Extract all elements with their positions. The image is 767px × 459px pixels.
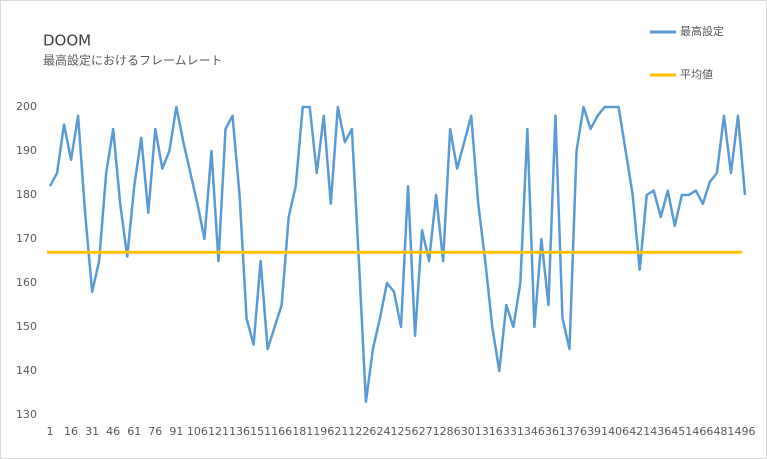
- y-tick-label: 180: [16, 188, 37, 201]
- x-tick-label: 61: [127, 425, 141, 438]
- x-tick-label: 466: [692, 425, 713, 438]
- y-tick-label: 190: [16, 144, 37, 157]
- legend-label: 平均値: [680, 68, 713, 81]
- x-tick-label: 421: [629, 425, 650, 438]
- x-tick-label: 481: [713, 425, 734, 438]
- x-tick-label: 451: [671, 425, 692, 438]
- x-tick-label: 286: [440, 425, 461, 438]
- x-tick-label: 181: [292, 425, 313, 438]
- x-tick-label: 91: [169, 425, 183, 438]
- x-tick-label: 166: [271, 425, 292, 438]
- y-tick-label: 200: [16, 100, 37, 113]
- x-tick-label: 406: [608, 425, 629, 438]
- chart-title: DOOM: [43, 32, 91, 50]
- y-tick-label: 160: [16, 276, 37, 289]
- x-tick-label: 496: [735, 425, 756, 438]
- chart-subtitle: 最高設定におけるフレームレート: [43, 53, 223, 68]
- legend-label: 最高設定: [680, 24, 724, 38]
- y-tick-label: 150: [16, 320, 37, 333]
- x-tick-label: 376: [566, 425, 587, 438]
- x-tick-label: 436: [650, 425, 671, 438]
- x-tick-label: 46: [106, 425, 120, 438]
- x-tick-label: 241: [376, 425, 397, 438]
- x-tick-label: 346: [524, 425, 545, 438]
- x-tick-label: 316: [482, 425, 503, 438]
- x-tick-label: 331: [503, 425, 524, 438]
- x-tick-label: 121: [208, 425, 229, 438]
- x-tick-label: 106: [187, 425, 208, 438]
- x-tick-label: 31: [85, 425, 99, 438]
- x-tick-label: 1: [47, 425, 54, 438]
- x-tick-label: 301: [461, 425, 482, 438]
- y-tick-label: 140: [16, 364, 37, 377]
- x-tick-label: 211: [334, 425, 355, 438]
- x-tick-label: 16: [64, 425, 78, 438]
- y-tick-label: 130: [16, 408, 37, 421]
- x-tick-label: 151: [250, 425, 271, 438]
- x-tick-label: 271: [419, 425, 440, 438]
- x-tick-label: 256: [398, 425, 419, 438]
- x-tick-label: 361: [545, 425, 566, 438]
- x-tick-label: 391: [587, 425, 608, 438]
- data-line: [48, 105, 747, 404]
- y-tick-label: 170: [16, 232, 37, 245]
- x-tick-label: 136: [229, 425, 250, 438]
- x-tick-label: 226: [355, 425, 376, 438]
- x-tick-label: 196: [313, 425, 334, 438]
- x-tick-label: 76: [148, 425, 162, 438]
